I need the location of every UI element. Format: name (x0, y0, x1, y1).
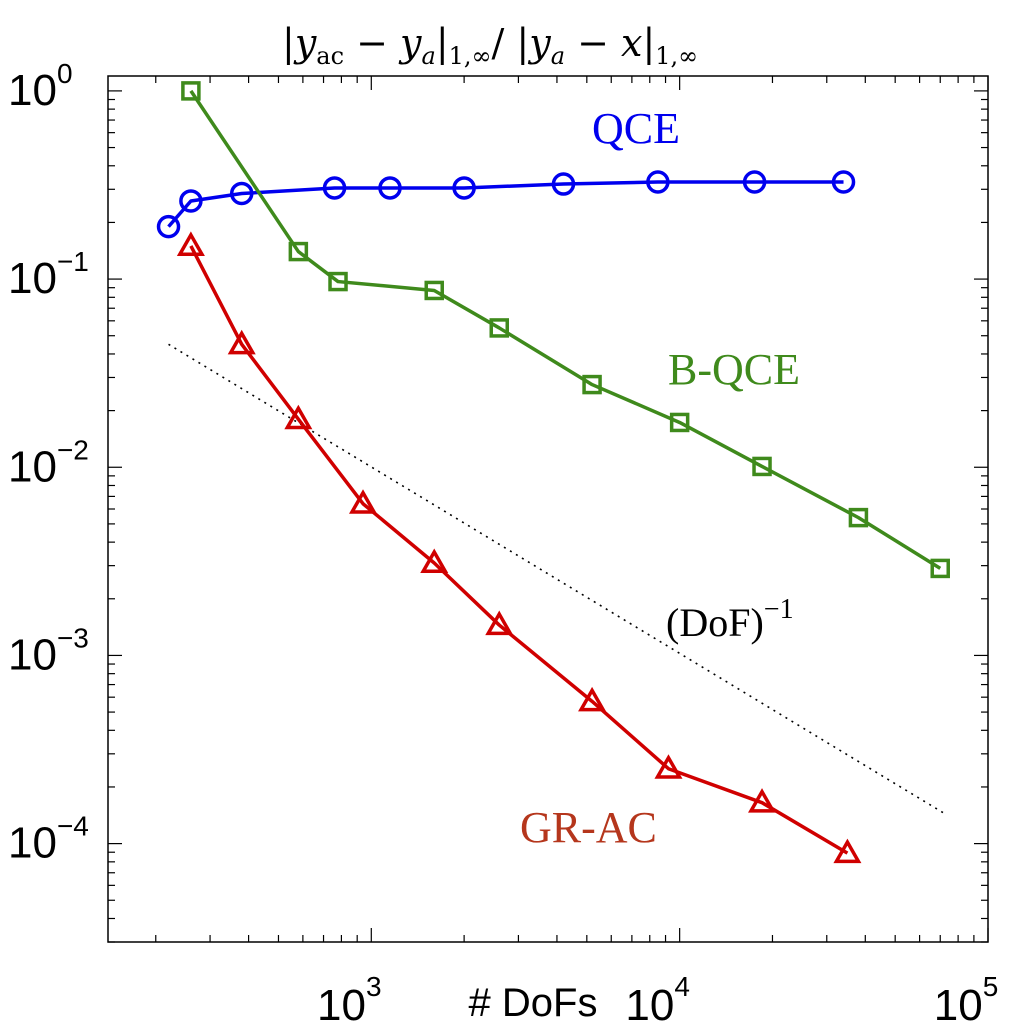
y-tick-label: 10−1 (8, 246, 89, 303)
chart-title: |yac − ya|1,∞/ |ya − x|1,∞ (282, 21, 698, 70)
reference-line-label: (DoF)−1 (666, 594, 794, 645)
series-gr-ac (176, 231, 862, 864)
data-point-qce (646, 170, 670, 194)
data-point-gr-ac (748, 788, 777, 813)
data-point-b-qce (288, 241, 309, 262)
y-tick-label-exp: −3 (57, 622, 89, 653)
y-tick-label: 10−2 (8, 434, 89, 491)
series-label-bqce: B-QCE (668, 345, 800, 394)
data-point-gr-ac (284, 404, 313, 430)
y-tick-label-exp: 0 (57, 58, 73, 89)
title-sub: ac (316, 42, 344, 70)
data-point-b-qce (582, 374, 602, 395)
title-minus: − (565, 21, 621, 65)
series-line-gr-ac (189, 245, 849, 855)
data-point-qce (322, 176, 347, 200)
title-bar: | (282, 21, 295, 65)
series-layer (156, 81, 950, 864)
x-tick-label-exp: 3 (366, 971, 382, 1002)
series-label-grac: GR-AC (520, 803, 657, 852)
title-sub: a (422, 42, 436, 70)
y-tick-label: 100 (8, 58, 73, 115)
title-bar: | (642, 21, 655, 65)
y-tick-label-base: 10 (8, 254, 57, 303)
title-sub: 1,∞ (655, 42, 698, 70)
y-tick-label-exp: −1 (57, 246, 89, 277)
title-slash: / (492, 21, 517, 65)
data-point-qce (156, 214, 181, 239)
reference-line-layer (168, 343, 945, 814)
title-minus: − (344, 21, 400, 65)
title-y: y (293, 21, 317, 65)
series-line-qce (167, 180, 844, 228)
x-tick-label: 105 (934, 971, 999, 1030)
data-point-qce (179, 189, 203, 213)
x-axis-label: # DoFs (469, 981, 598, 1025)
x-tick-label-base: 10 (934, 981, 983, 1030)
y-tick-label-base: 10 (8, 819, 57, 868)
title-sub: a (551, 42, 565, 70)
data-point-b-qce (181, 81, 201, 101)
data-point-gr-ac (348, 489, 378, 514)
x-tick-label: 104 (625, 971, 690, 1030)
title-bar: | (436, 21, 449, 65)
data-point-b-qce (669, 412, 690, 433)
data-point-b-qce (752, 456, 772, 477)
y-tick-label-exp: −2 (57, 434, 89, 465)
reference-line-label-exp: −1 (764, 594, 794, 625)
title-x: x (621, 21, 642, 65)
data-point-gr-ac (227, 329, 256, 355)
y-tick-label-base: 10 (8, 66, 57, 115)
data-point-gr-ac (654, 754, 683, 779)
data-point-b-qce (489, 318, 510, 338)
x-tick-label-base: 10 (625, 981, 674, 1030)
title-bar: | (516, 21, 529, 65)
data-point-gr-ac (176, 231, 205, 256)
data-point-qce (378, 176, 402, 200)
x-tick-label-exp: 5 (983, 971, 999, 1002)
title-sub: 1,∞ (449, 42, 492, 70)
y-tick-label-exp: −4 (57, 811, 89, 842)
data-point-gr-ac (833, 838, 862, 864)
data-point-b-qce (848, 507, 869, 528)
data-point-qce (551, 172, 576, 196)
data-point-qce (229, 181, 254, 206)
y-tick-label: 10−3 (8, 622, 89, 679)
x-tick-label: 103 (317, 971, 382, 1030)
reference-line (168, 343, 945, 814)
data-point-b-qce (930, 558, 950, 579)
y-tick-label-base: 10 (8, 630, 57, 679)
data-point-qce (452, 176, 476, 200)
x-tick-label-base: 10 (317, 981, 366, 1030)
title-y: y (527, 21, 551, 65)
data-point-gr-ac (578, 686, 607, 712)
data-point-b-qce (424, 280, 444, 301)
series-qce (156, 170, 856, 239)
series-label-qce: QCE (592, 104, 680, 153)
y-tick-label: 10−4 (8, 811, 89, 868)
data-point-qce (742, 170, 767, 194)
title-y: y (398, 21, 422, 65)
x-tick-label-exp: 4 (674, 971, 690, 1002)
data-point-gr-ac (420, 548, 449, 573)
y-tick-label-base: 10 (8, 442, 57, 491)
data-point-qce (831, 170, 856, 194)
data-point-b-qce (328, 271, 348, 292)
series-b-qce (181, 81, 950, 579)
series-line-b-qce (189, 89, 942, 570)
data-point-gr-ac (485, 610, 514, 636)
reference-line-label-base: (DoF) (666, 600, 764, 645)
